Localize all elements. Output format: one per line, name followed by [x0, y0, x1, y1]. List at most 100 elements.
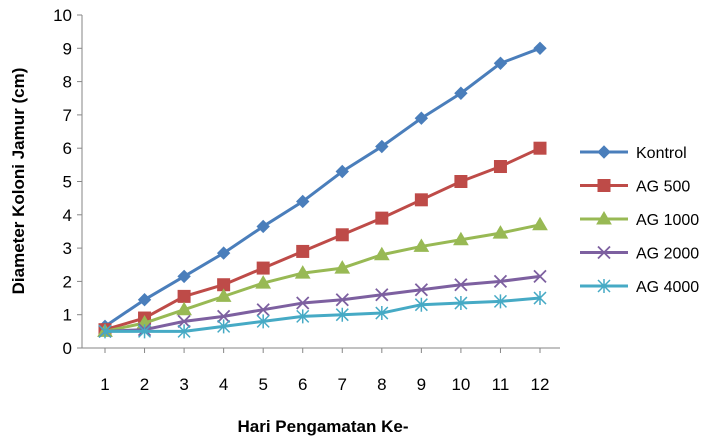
data-point [216, 246, 231, 260]
y-tick-label: 4 [63, 206, 72, 225]
data-point [296, 194, 310, 209]
data-point [454, 175, 468, 188]
x-axis-ticks: 1 2 3 4 5 6 7 8 9 10 11 12 [100, 348, 549, 394]
data-point [493, 294, 507, 309]
x-tick-label: 5 [258, 375, 267, 394]
data-point [373, 246, 390, 261]
data-point [335, 228, 349, 242]
x-tick-label: 10 [451, 375, 470, 394]
legend-item: AG 1000 [580, 211, 699, 229]
legend: Kontrol AG 500 AG 1000 AG 2000 AG 4000 [580, 145, 699, 296]
data-point [256, 314, 270, 329]
series-ag-4000 [98, 291, 547, 339]
data-point [296, 244, 310, 258]
x-tick-label: 6 [298, 375, 307, 394]
data-point [454, 278, 468, 292]
data-point [414, 193, 428, 207]
x-tick-label: 3 [179, 375, 188, 394]
x-tick-label: 9 [417, 375, 426, 394]
data-point [177, 314, 191, 328]
data-point [334, 260, 351, 274]
data-point [532, 216, 548, 231]
data-point [256, 219, 270, 234]
legend-swatch-marker [597, 245, 611, 260]
y-tick-label: 3 [63, 239, 72, 258]
data-point [492, 225, 509, 239]
data-point [335, 164, 349, 179]
y-tick-label: 7 [63, 106, 72, 125]
series-line [104, 223, 541, 333]
legend-label: AG 2000 [636, 246, 699, 263]
data-point [533, 141, 547, 155]
data-point [255, 275, 272, 289]
y-tick-label: 8 [63, 73, 72, 92]
y-tick-label: 9 [63, 39, 72, 58]
series-kontrol [98, 41, 547, 334]
data-point [414, 111, 429, 125]
x-axis-title: Hari Pengamatan Ke- [238, 417, 409, 436]
series-line [105, 296, 541, 333]
y-tick-label: 1 [63, 306, 72, 325]
data-point [493, 160, 507, 174]
x-tick-label: 11 [492, 375, 510, 394]
data-point [414, 283, 429, 297]
data-point [375, 139, 389, 154]
data-point [533, 291, 547, 306]
y-tick-label: 10 [53, 6, 72, 25]
data-point [138, 324, 152, 339]
series-ag-500 [98, 141, 547, 337]
y-tick-label: 6 [63, 139, 72, 158]
legend-label: AG 500 [636, 179, 690, 196]
data-point [177, 289, 191, 303]
legend-label: Kontrol [636, 145, 687, 162]
data-point [375, 211, 389, 225]
data-point [493, 56, 508, 70]
data-point [137, 293, 152, 307]
data-point [256, 261, 270, 275]
y-tick-label: 0 [63, 339, 72, 358]
y-axis-title: Diameter Koloni Jamur (cm) [9, 68, 28, 295]
x-tick-label: 12 [531, 375, 550, 394]
data-point [296, 309, 310, 324]
axes [81, 15, 560, 349]
x-tick-label: 1 [100, 375, 109, 394]
data-point [335, 293, 349, 307]
legend-item: AG 4000 [580, 279, 699, 296]
x-tick-label: 2 [140, 375, 149, 394]
data-point [453, 231, 469, 246]
series-line [104, 274, 541, 333]
data-point [413, 238, 430, 252]
series-line [104, 146, 541, 332]
legend-label: AG 4000 [636, 279, 699, 296]
y-tick-label: 2 [63, 272, 72, 291]
data-point [414, 297, 428, 312]
series-layer [97, 41, 548, 339]
data-point [296, 296, 310, 310]
y-axis-ticks: 0 1 2 3 4 5 6 7 8 9 10 [53, 6, 82, 358]
legend-swatch-marker [597, 279, 611, 293]
data-point [177, 324, 191, 339]
series-ag-2000 [98, 269, 547, 338]
data-point [454, 86, 468, 100]
data-point [215, 288, 232, 302]
legend-swatch-marker [597, 179, 611, 192]
data-point [533, 41, 547, 56]
data-point [217, 319, 231, 334]
data-point [294, 265, 311, 279]
x-tick-label: 8 [377, 375, 386, 394]
x-tick-label: 7 [338, 375, 347, 394]
data-point [493, 274, 508, 289]
data-point [375, 288, 389, 302]
data-point [533, 269, 547, 284]
data-point [335, 307, 349, 322]
legend-item: AG 2000 [580, 246, 699, 263]
data-point [375, 306, 389, 321]
legend-swatch-marker [596, 211, 612, 225]
data-point [176, 301, 192, 316]
data-point [98, 324, 112, 339]
series-ag-1000 [97, 216, 548, 337]
legend-swatch-marker [597, 145, 611, 159]
legend-label: AG 1000 [636, 212, 699, 229]
data-point [216, 309, 231, 324]
